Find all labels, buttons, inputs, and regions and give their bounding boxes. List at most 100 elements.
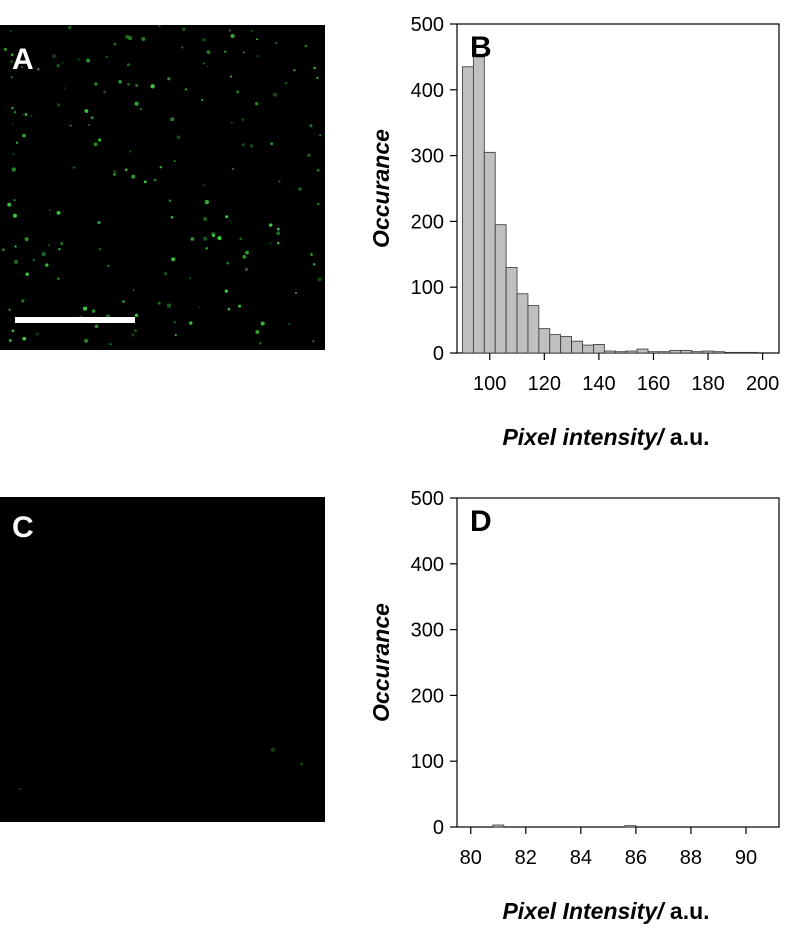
y-axis-title: Occurance — [368, 603, 394, 722]
fluorescent-spot — [77, 58, 80, 61]
fluorescent-spot — [143, 180, 147, 184]
fluorescent-spot — [52, 54, 57, 59]
fluorescent-spot — [90, 116, 94, 120]
fluorescent-spot — [132, 289, 135, 291]
fluorescent-spot — [242, 51, 245, 54]
micrograph-panel-c: C — [0, 497, 325, 822]
fluorescent-spot — [288, 323, 290, 325]
scale-bar — [15, 317, 135, 323]
x-tick-label: 120 — [528, 373, 561, 395]
fluorescent-spot — [118, 79, 122, 84]
fluorescent-spot — [67, 25, 72, 30]
fluorescent-spot — [94, 324, 99, 329]
fluorescent-spot — [293, 68, 296, 72]
panel-letter: B — [470, 31, 492, 64]
x-tick-label: 180 — [691, 373, 724, 395]
y-tick-label: 500 — [411, 488, 444, 510]
fluorescent-spot — [275, 41, 278, 45]
fluorescent-spot — [13, 110, 17, 114]
fluorescent-spot — [103, 90, 107, 94]
fluorescent-spot — [170, 117, 175, 122]
fluorescent-spot — [254, 101, 259, 106]
fluorescent-spot — [11, 167, 16, 172]
fluorescent-spot — [272, 92, 278, 97]
fluorescent-spot — [98, 247, 102, 251]
fluorescent-spot — [134, 101, 139, 106]
x-axis-title: Pixel intensity/ a.u. — [502, 424, 709, 450]
fluorescent-spot — [61, 61, 64, 64]
fluorescent-spot — [105, 55, 108, 59]
fluorescent-spot — [201, 37, 206, 42]
fluorescent-spot — [205, 247, 208, 250]
fluorescent-spot — [170, 215, 174, 219]
fluorescent-spot — [86, 58, 91, 63]
histogram-bar — [658, 351, 671, 354]
fluorescent-spot — [206, 50, 211, 55]
fluorescent-spot — [316, 168, 320, 172]
histogram-bar — [571, 340, 583, 354]
fluorescent-spot — [57, 277, 60, 280]
histogram-bar — [734, 351, 747, 354]
fluorescent-spot — [295, 291, 297, 294]
fluorescent-spot — [113, 42, 117, 46]
fluorescent-spot — [91, 309, 96, 313]
x-tick-label: 82 — [515, 847, 537, 869]
faint-spot — [300, 762, 304, 766]
histogram-bar — [647, 351, 660, 354]
fluorescent-spot — [13, 259, 19, 264]
fluorescent-spot — [276, 227, 280, 231]
fluorescent-spot — [238, 304, 242, 308]
x-tick-label: 140 — [582, 373, 615, 395]
fluorescent-spot — [226, 261, 230, 265]
fluorescent-spot — [131, 174, 136, 179]
fluorescent-spot — [224, 50, 227, 53]
y-tick-label: 400 — [411, 554, 444, 576]
fluorescent-spot — [109, 343, 112, 346]
fluorescent-spot — [84, 338, 89, 343]
micrograph-panel-a: A — [0, 25, 325, 350]
fluorescent-spot — [24, 113, 28, 116]
fluorescent-spot — [125, 34, 130, 39]
histogram-bar — [492, 824, 505, 828]
fluorescent-spot — [36, 67, 40, 71]
fluorescent-spot — [13, 199, 16, 202]
fluorescent-spot — [9, 30, 12, 32]
fluorescent-spot — [268, 223, 273, 227]
fluorescent-spot — [10, 76, 13, 79]
fluorescent-spot — [189, 321, 193, 325]
panel-letter-a: A — [12, 43, 34, 76]
panel-letter: D — [470, 505, 492, 538]
fluorescent-spot — [166, 303, 172, 308]
fluorescence-spots-a — [2, 25, 322, 346]
fluorescent-spot — [56, 210, 61, 215]
histogram-bar — [614, 351, 627, 354]
fluorescent-spot — [250, 29, 254, 33]
fluorescent-spot — [304, 44, 308, 48]
fluorescent-spot — [141, 36, 146, 42]
y-tick-label: 100 — [411, 277, 444, 299]
fluorescent-spot — [139, 108, 142, 111]
fluorescent-spot — [12, 213, 17, 218]
y-tick-label: 200 — [411, 685, 444, 707]
fluorescent-spot — [30, 114, 33, 117]
fluorescent-spot — [153, 178, 157, 182]
fluorescent-spot — [319, 134, 322, 137]
fluorescent-spot — [230, 33, 235, 38]
fluorescent-spot — [277, 241, 280, 245]
x-tick-label: 80 — [460, 847, 482, 869]
fluorescent-spot — [312, 340, 315, 343]
fluorescent-spot — [21, 299, 25, 303]
y-tick-label: 100 — [411, 751, 444, 773]
histogram-bar — [724, 351, 736, 354]
fluorescent-spot — [256, 54, 260, 58]
fluorescent-spot — [285, 81, 288, 85]
fluorescent-spot — [94, 82, 98, 86]
fluorescent-spot — [310, 253, 313, 256]
fluorescent-spot — [168, 199, 172, 202]
fluorescent-spot — [97, 138, 102, 142]
fluorescent-spot — [258, 341, 262, 345]
fluorescent-spot — [45, 263, 49, 267]
fluorescent-spot — [84, 109, 89, 113]
fluorescent-spot — [249, 144, 253, 148]
fluorescent-spot — [190, 237, 195, 241]
